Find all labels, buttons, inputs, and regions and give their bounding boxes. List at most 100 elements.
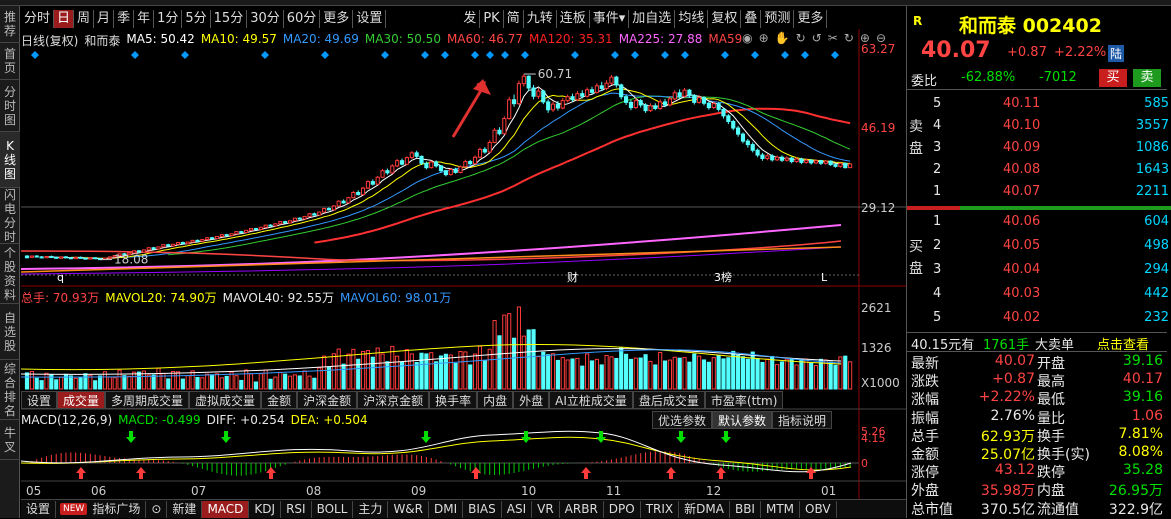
indicator-tab-6[interactable]: 沪深京金额 xyxy=(357,391,430,409)
bottom-tab-new[interactable]: NEW xyxy=(60,503,88,515)
tool-tab-6[interactable]: 加自选 xyxy=(629,9,676,28)
buy-button[interactable]: 买 xyxy=(1099,69,1127,87)
bottom-tab-kdj[interactable]: KDJ xyxy=(249,500,282,518)
bottom-tab-rsi[interactable]: RSI xyxy=(281,500,312,518)
indicator-tab-9[interactable]: 外盘 xyxy=(513,391,550,409)
param-button-2[interactable]: 指标说明 xyxy=(772,411,833,429)
leftnav-item-6[interactable]: 自选股 xyxy=(0,304,20,360)
period-tab-5[interactable]: 年 xyxy=(134,9,155,28)
bottom-tab-bbi[interactable]: BBI xyxy=(730,500,761,518)
bigorder-link[interactable]: 点击查看 xyxy=(1097,338,1150,353)
tool-tab-11[interactable]: 更多 xyxy=(794,9,828,28)
tool-tab-5[interactable]: 事件▾ xyxy=(590,9,630,28)
bottom-tab-macd[interactable]: MACD xyxy=(202,500,250,518)
indicator-tab-3[interactable]: 虚拟成交量 xyxy=(189,391,262,409)
leftnav-item-8[interactable]: 牛叉 xyxy=(0,420,20,460)
tool-tab-4[interactable]: 连板 xyxy=(557,9,590,28)
zoom-out-icon[interactable]: ⊖ xyxy=(875,31,886,45)
candle-body xyxy=(322,208,327,213)
bottom-tab-w-r[interactable]: W&R xyxy=(388,500,429,518)
bottom-tab-vr[interactable]: VR xyxy=(532,500,560,518)
volume-bar xyxy=(726,357,731,390)
bottom-tab-item-0[interactable]: 设置 xyxy=(21,500,57,518)
bottom-tab-boll[interactable]: BOLL xyxy=(312,500,354,518)
bottom-tab-item-2[interactable]: 指标广场 xyxy=(87,500,147,518)
leftnav-item-4[interactable]: 闪电分时 xyxy=(0,188,20,244)
indicator-tab-8[interactable]: 内盘 xyxy=(477,391,514,409)
leftnav-item-2[interactable]: 分时图 xyxy=(0,80,20,132)
cursor-icon[interactable]: ⊕ xyxy=(758,31,769,45)
bottom-tab-bias[interactable]: BIAS xyxy=(463,500,502,518)
stock-name-code: 和而泰 002402 xyxy=(959,15,1102,37)
bottom-tab-dmi[interactable]: DMI xyxy=(429,500,464,518)
scissors-icon[interactable]: ✂ xyxy=(827,31,838,45)
volume-bar xyxy=(248,373,254,390)
param-button-1[interactable]: 默认参数 xyxy=(712,411,773,429)
leftnav-item-0[interactable]: 推荐 xyxy=(0,6,20,43)
period-tab-4[interactable]: 季 xyxy=(114,9,135,28)
period-tab-11[interactable]: 更多 xyxy=(320,9,354,28)
indicator-tab-5[interactable]: 沪深金额 xyxy=(297,391,358,409)
kline-chart-svg[interactable]: 63.27 46.19 29.12 60.71 18.08 q 财 3榜 L 2621 1326 X1… xyxy=(20,29,906,499)
candle-body xyxy=(312,213,317,216)
bottom-tab-arbr[interactable]: ARBR xyxy=(560,500,604,518)
indicator-tab-1[interactable]: 成交量 xyxy=(57,391,106,409)
period-tab-2[interactable]: 周 xyxy=(74,9,95,28)
bottom-tab-item-9[interactable]: 主力 xyxy=(353,500,389,518)
period-tab-1[interactable]: 日 xyxy=(54,9,75,28)
leftnav-item-5[interactable]: 个股资料 xyxy=(0,244,20,304)
tool-tab-9[interactable]: 叠 xyxy=(741,9,762,28)
hand-icon[interactable]: ✋ xyxy=(774,31,790,45)
leftnav-item-1[interactable]: 首页 xyxy=(0,43,20,80)
ma-label-2: MA20: 49.69 xyxy=(282,32,359,46)
period-tab-7[interactable]: 5分 xyxy=(182,9,211,28)
period-tab-9[interactable]: 30分 xyxy=(247,9,284,28)
period-tab-0[interactable]: 分时 xyxy=(21,9,55,28)
bottom-tab-dma[interactable]: 新DMA xyxy=(679,500,730,518)
bottom-tab-obv[interactable]: OBV xyxy=(800,500,837,518)
indicator-tab-2[interactable]: 多周期成交量 xyxy=(105,391,190,409)
bottom-tab-asi[interactable]: ASI xyxy=(502,500,533,518)
volume-bar xyxy=(322,355,327,390)
period-tab-6[interactable]: 1分 xyxy=(154,9,183,28)
candle-body xyxy=(112,255,117,258)
period-tab-12[interactable]: 设置 xyxy=(353,9,387,28)
period-tab-3[interactable]: 月 xyxy=(94,9,115,28)
period-tab-8[interactable]: 15分 xyxy=(211,9,248,28)
sell-button[interactable]: 卖 xyxy=(1133,69,1161,87)
price-axis-label: 46.19 xyxy=(861,121,895,135)
zoom-in-icon[interactable]: ⊕ xyxy=(859,31,870,45)
refresh-icon[interactable]: ↻ xyxy=(795,31,806,45)
param-button-0[interactable]: 优选参数 xyxy=(652,411,713,429)
leftnav-item-7[interactable]: 综合排名 xyxy=(0,360,20,420)
bottom-tab-item-3[interactable]: ⊙ xyxy=(146,500,168,518)
indicator-tab-0[interactable]: 设置 xyxy=(21,391,58,409)
volume-bar xyxy=(136,371,142,390)
leftnav-char: 分 xyxy=(3,215,16,230)
tool-tab-0[interactable]: 发 xyxy=(460,9,481,28)
bottom-tab-trix[interactable]: TRIX xyxy=(641,500,680,518)
tool-tab-8[interactable]: 复权 xyxy=(708,9,742,28)
bottom-tab-item-4[interactable]: 新建 xyxy=(167,500,203,518)
tool-tab-1[interactable]: PK xyxy=(480,9,504,28)
chart-area[interactable]: 63.27 46.19 29.12 60.71 18.08 q 财 3榜 L 2621 1326 X1… xyxy=(20,29,906,499)
tool-tab-2[interactable]: 简 xyxy=(504,9,524,28)
volume-bar xyxy=(429,352,434,390)
indicator-tab-12[interactable]: 市盈率(ttm) xyxy=(704,391,784,409)
bottom-tab-mtm[interactable]: MTM xyxy=(761,500,801,518)
tool-tab-10[interactable]: 预测 xyxy=(761,9,795,28)
volume-bar xyxy=(399,361,405,390)
redo-icon[interactable]: ↻ xyxy=(843,31,854,45)
stat-value: +0.87 xyxy=(992,371,1035,388)
indicator-tab-10[interactable]: AI立桩成交量 xyxy=(549,391,633,409)
tool-tab-7[interactable]: 均线 xyxy=(675,9,709,28)
bottom-tab-dpo[interactable]: DPO xyxy=(604,500,641,518)
indicator-tab-4[interactable]: 金额 xyxy=(261,391,298,409)
undo-icon[interactable]: ↺ xyxy=(811,31,822,45)
tool-tab-3[interactable]: 九转 xyxy=(524,9,557,28)
eye-icon[interactable]: ◉ xyxy=(742,31,753,45)
indicator-tab-11[interactable]: 盘后成交量 xyxy=(632,391,705,409)
period-tab-10[interactable]: 60分 xyxy=(284,9,321,28)
indicator-tab-7[interactable]: 换手率 xyxy=(429,391,478,409)
